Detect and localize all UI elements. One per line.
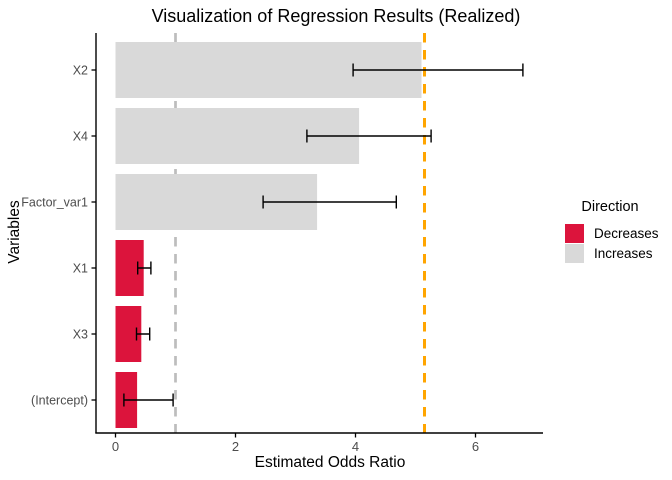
errorbar-x4 bbox=[306, 129, 432, 143]
legend-title: Direction bbox=[581, 199, 639, 215]
legend-label-decreases: Decreases bbox=[594, 225, 659, 241]
x-tick-label: 4 bbox=[352, 439, 359, 454]
y-tick-label: Factor_var1 bbox=[21, 196, 88, 210]
y-axis-title: Variables bbox=[6, 200, 23, 264]
y-tick-label: X4 bbox=[73, 130, 88, 144]
x-axis-title: Estimated Odds Ratio bbox=[254, 454, 406, 471]
y-tick-label: X3 bbox=[73, 328, 88, 342]
y-tick-label: (Intercept) bbox=[31, 394, 88, 408]
legend: Direction Decreases Increases bbox=[565, 199, 665, 263]
errorbar-x3 bbox=[135, 327, 151, 341]
x-tick-label: 0 bbox=[112, 439, 119, 454]
legend-item-decreases: Decreases bbox=[565, 223, 665, 243]
x-tick-label: 2 bbox=[232, 439, 239, 454]
errorbar-intercept bbox=[123, 393, 174, 407]
legend-label-increases: Increases bbox=[594, 245, 653, 261]
x-tick-label: 6 bbox=[472, 439, 479, 454]
decreases-swatch bbox=[565, 223, 584, 243]
errorbar-x1 bbox=[137, 261, 152, 275]
y-tick-label: X1 bbox=[73, 262, 88, 276]
increases-swatch bbox=[565, 243, 584, 263]
errorbar-factor_var1 bbox=[262, 195, 397, 209]
chart-title: Visualization of Regression Results (Rea… bbox=[151, 6, 521, 26]
errorbar-x2 bbox=[352, 63, 524, 77]
legend-item-increases: Increases bbox=[565, 243, 665, 263]
y-tick-label: X2 bbox=[73, 64, 88, 78]
